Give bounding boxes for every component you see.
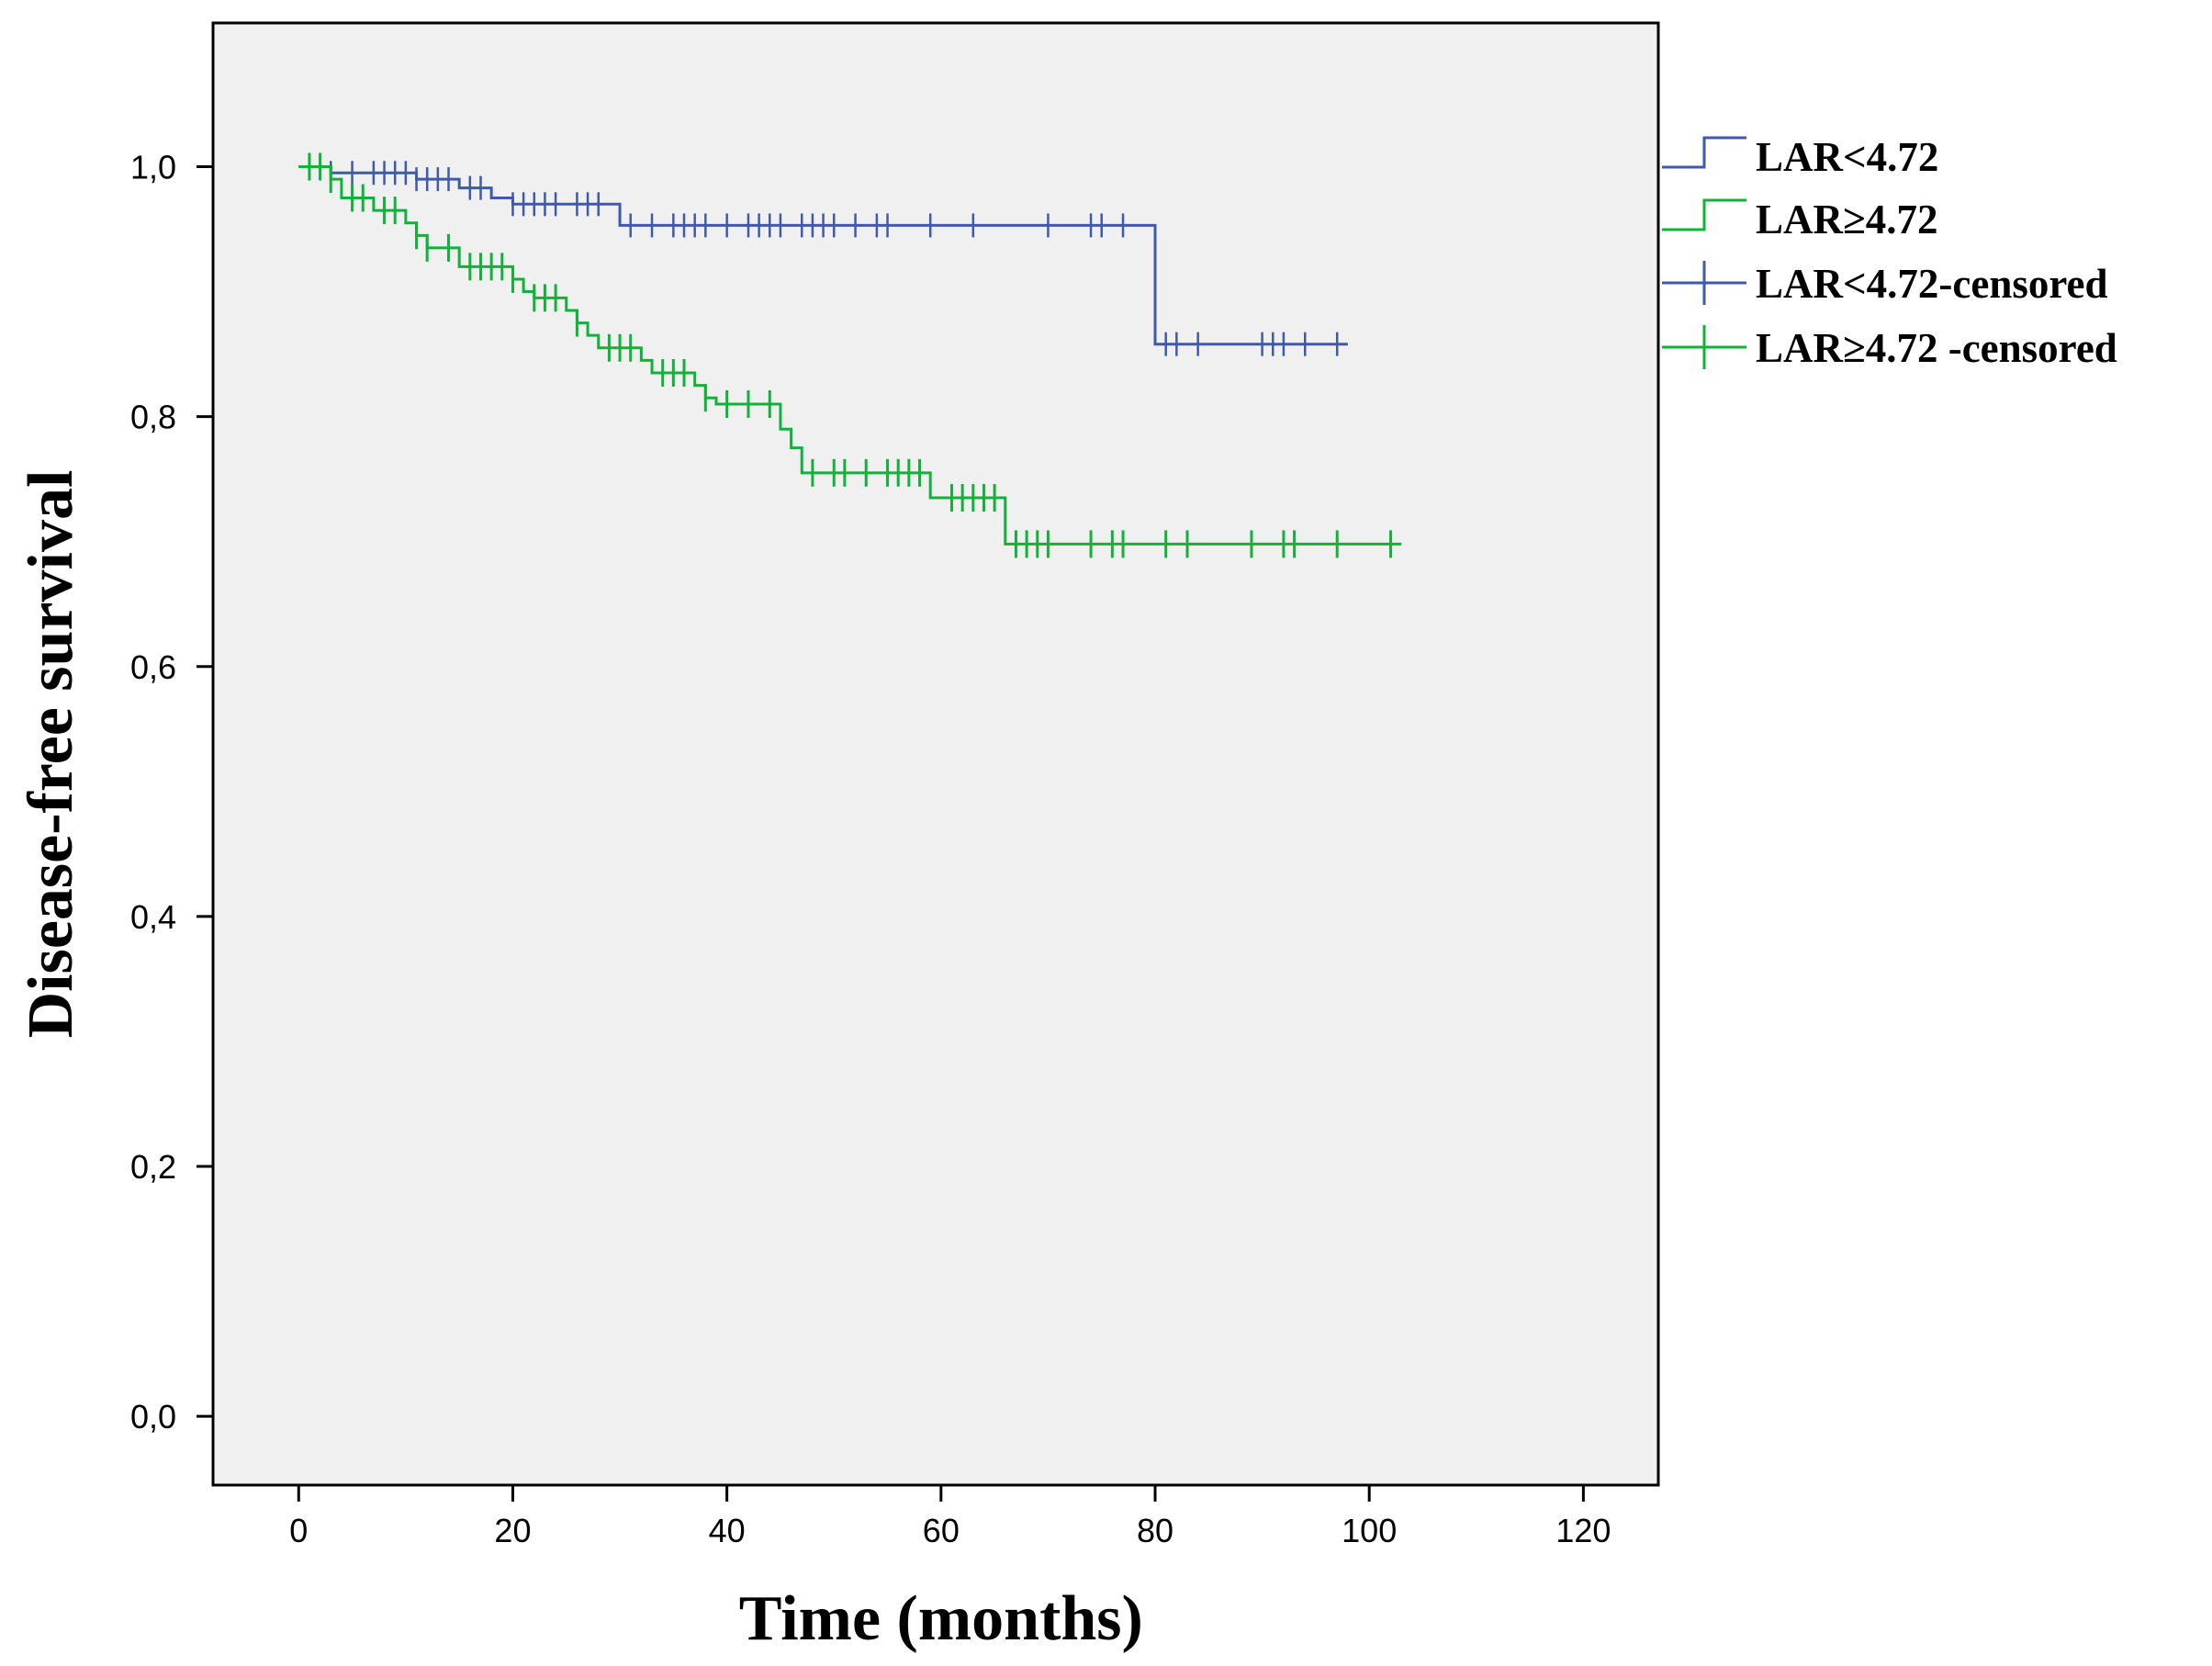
x-tick-label: 60 xyxy=(923,1512,960,1549)
series-layer xyxy=(298,152,1402,558)
survival-curve xyxy=(298,164,1402,546)
x-tick-label: 80 xyxy=(1137,1512,1173,1549)
y-tick-label: 0,8 xyxy=(130,399,176,436)
axes: 0 20 40 60 80 100 120 0,0 0,2 0,4 0,6 0,8 1,0 xyxy=(130,148,1611,1549)
plot-frame xyxy=(211,21,1660,1487)
y-tick-label: 1,0 xyxy=(130,148,176,186)
legend: LAR<4.72 LAR≥4.72 LAR<4.72-censored LAR≥4.7… xyxy=(1662,134,2117,371)
x-tick-label: 20 xyxy=(494,1512,531,1549)
y-tick-label: 0,2 xyxy=(130,1148,176,1186)
y-tick-label: 0,6 xyxy=(130,648,176,686)
x-tick-label: 120 xyxy=(1555,1512,1611,1549)
y-tick-label: 0,0 xyxy=(130,1398,176,1435)
x-axis-title: Time (months) xyxy=(739,1583,1143,1654)
plot-area xyxy=(213,23,1658,1485)
y-axis-title: Disease-free survival xyxy=(16,470,86,1039)
legend-label: LAR≥4.72 -censored xyxy=(1756,325,2117,371)
legend-label: LAR<4.72 xyxy=(1756,134,1938,180)
y-tick-label: 0,4 xyxy=(130,898,176,936)
series-2 xyxy=(298,152,1402,558)
legend-label: LAR≥4.72 xyxy=(1756,197,1937,242)
series-1 xyxy=(298,154,1348,356)
legend-line-swatch xyxy=(1662,198,1746,231)
x-tick-label: 100 xyxy=(1342,1512,1397,1549)
x-tick-label: 40 xyxy=(709,1512,746,1549)
legend-label: LAR<4.72-censored xyxy=(1756,261,2108,307)
x-tick-label: 0 xyxy=(289,1512,308,1549)
legend-line-swatch xyxy=(1662,136,1746,169)
